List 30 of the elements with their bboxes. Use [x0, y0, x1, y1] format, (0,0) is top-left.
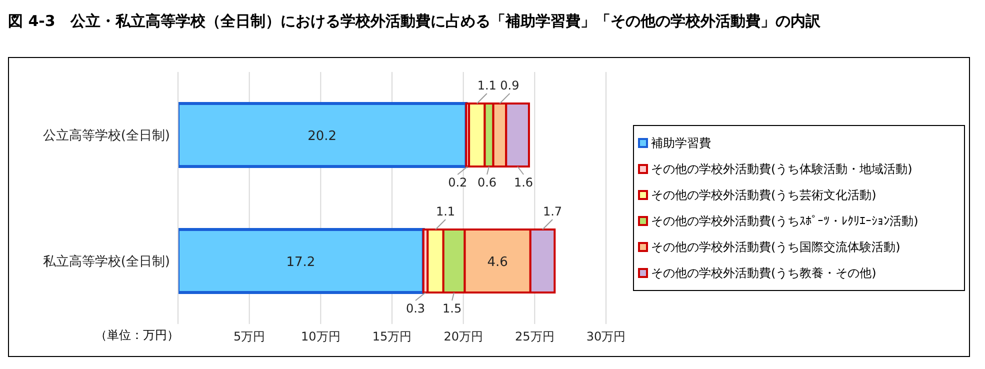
bar — [178, 228, 425, 294]
text: （単位：万円） — [95, 327, 179, 344]
data-label: 20.2 — [308, 129, 337, 144]
x-tick-label: 30万円 — [586, 330, 626, 344]
legend-label: その他の学校外活動費(うちｽﾎﾟｰﾂ・ﾚｸﾘｴｰｼｮﾝ活動) — [651, 212, 918, 230]
data-label: 1.1 — [436, 204, 456, 218]
legend-label: その他の学校外活動費(うち国際交流体験活動) — [651, 238, 900, 256]
data-label: 0.6 — [477, 176, 497, 190]
data-label: 17.2 — [286, 255, 316, 270]
data-label: 0.9 — [500, 78, 520, 92]
legend-label: 補助学習費 — [651, 134, 711, 152]
x-tick-label: 5万円 — [234, 330, 266, 344]
legend-label: その他の学校外活動費(うち体験活動・地域活動) — [651, 160, 912, 178]
chart-title: 図 4-3 公立・私立高等学校（全日制）における学校外活動費に占める「補助学習費」「その他の学校外活動費」の内訳 — [8, 12, 820, 31]
data-label: 0.3 — [406, 302, 426, 316]
y-tick-label: 公立高等学校(全日制) — [42, 128, 170, 144]
x-tick-label: 15万円 — [372, 330, 412, 344]
legend-label: その他の学校外活動費(うち教養・その他) — [651, 264, 876, 282]
data-label: 0.2 — [448, 176, 468, 190]
x-tick-label: 25万円 — [515, 330, 554, 344]
data-label: 1.5 — [442, 302, 462, 316]
x-tick-label: 10万円 — [301, 330, 340, 344]
bar — [178, 102, 468, 168]
data-label: 1.7 — [542, 204, 562, 218]
legend-label: その他の学校外活動費(うち芸術文化活動) — [651, 186, 876, 204]
y-tick-label: 私立高等学校(全日制) — [42, 254, 170, 270]
data-label: 1.6 — [514, 176, 534, 190]
data-label: 4.6 — [487, 255, 508, 270]
data-label: 1.1 — [477, 78, 496, 92]
x-tick-label: 20万円 — [444, 330, 483, 344]
